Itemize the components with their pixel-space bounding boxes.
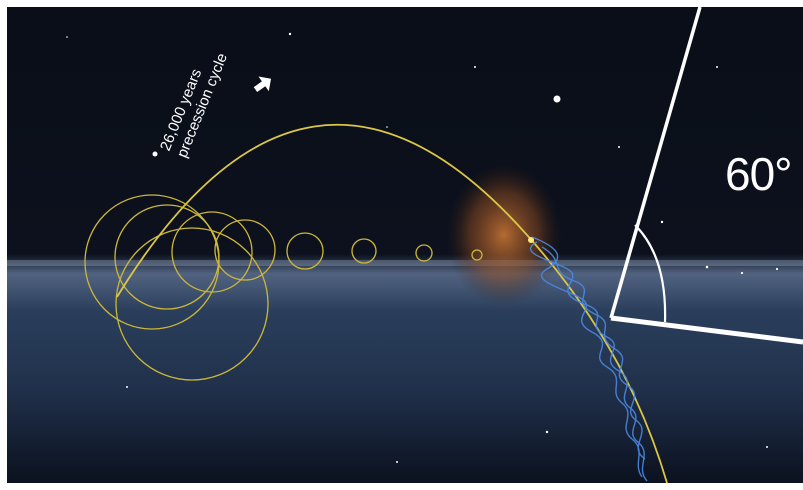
star-field [66,32,779,463]
angle-arc [634,224,667,323]
angle-indicator [609,7,803,345]
scene-canvas [7,7,803,483]
galactic-plane [7,7,803,483]
pointer-arrow-icon [253,76,272,93]
plane-horizon [7,260,803,266]
axis-line [609,7,702,319]
precession-loops [84,194,483,381]
angle-label: 60° [725,148,793,200]
orange-nebula [446,163,562,307]
galactic-scene: 26,000 years precession cycle 60° [7,7,803,483]
sun-position-marker [528,237,534,243]
helix-trail [529,236,648,482]
plane-line [610,315,803,345]
